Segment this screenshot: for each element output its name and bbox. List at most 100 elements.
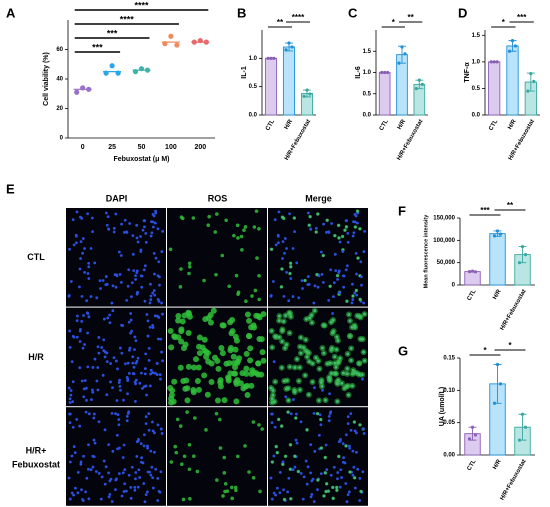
nucleus <box>68 401 72 404</box>
data-point <box>420 82 424 86</box>
nucleus <box>78 267 82 271</box>
ros-signal <box>268 327 275 334</box>
nucleus <box>138 381 142 385</box>
nucleus <box>69 393 73 397</box>
nucleus <box>327 419 331 423</box>
nucleus <box>294 412 298 416</box>
ros-signal <box>180 462 184 467</box>
nucleus <box>132 365 136 369</box>
nucleus <box>121 471 125 475</box>
nucleus <box>103 355 107 359</box>
nucleus <box>158 283 161 287</box>
nucleus <box>159 470 163 474</box>
nucleus <box>346 493 350 497</box>
ros-signal <box>316 365 323 372</box>
nucleus <box>131 361 135 365</box>
nucleus <box>68 421 72 425</box>
data-point <box>467 437 472 441</box>
nucleus <box>67 294 71 297</box>
nucleus <box>353 291 357 295</box>
nucleus <box>98 279 102 283</box>
ros-signal <box>356 256 360 260</box>
ros-signal <box>178 328 185 335</box>
column-header: Merge <box>305 193 332 203</box>
ros-signal <box>229 317 236 324</box>
bar <box>378 72 391 116</box>
ros-signal <box>324 481 329 486</box>
ros-signal <box>349 382 356 389</box>
nucleus <box>276 233 280 237</box>
nucleus <box>128 222 132 225</box>
nucleus <box>291 247 295 250</box>
nucleus <box>125 419 129 423</box>
nucleus <box>130 295 133 298</box>
ros-signal <box>286 310 293 317</box>
nucleus <box>92 416 96 420</box>
sig-label: *** <box>480 206 490 215</box>
ros-signal <box>215 478 219 482</box>
ros-signal <box>190 364 197 371</box>
ros-signal <box>280 318 287 325</box>
ros-signal <box>247 345 254 352</box>
nucleus <box>96 388 100 392</box>
ros-signal <box>236 292 240 296</box>
data-point <box>115 70 121 76</box>
ros-signal <box>333 346 340 353</box>
nucleus <box>291 295 295 298</box>
ros-signal <box>360 349 367 356</box>
ros-signal <box>227 345 234 352</box>
nucleus <box>150 231 154 235</box>
nucleus <box>118 385 122 388</box>
nucleus <box>363 229 367 233</box>
data-point <box>162 41 168 47</box>
nucleus <box>136 291 139 295</box>
nucleus <box>97 351 101 355</box>
data-point <box>495 60 499 64</box>
ros-signal <box>242 383 249 390</box>
data-point <box>266 56 270 60</box>
nucleus <box>72 243 76 247</box>
ros-signal <box>356 313 363 320</box>
ros-signal <box>352 420 357 424</box>
bar <box>489 233 506 286</box>
nucleus <box>122 231 126 234</box>
nucleus <box>349 428 353 432</box>
nucleus <box>319 250 323 254</box>
ros-signal <box>187 261 192 266</box>
ros-signal <box>227 370 234 377</box>
ros-signal <box>340 370 347 377</box>
nucleus <box>355 431 358 435</box>
nucleus <box>148 301 152 305</box>
nucleus <box>87 261 91 265</box>
cells <box>269 209 367 305</box>
ros-signal <box>168 247 173 252</box>
nucleus <box>75 210 79 214</box>
ros-signal <box>192 454 196 458</box>
nucleus <box>117 418 121 421</box>
nucleus <box>344 268 348 272</box>
ros-signal <box>187 271 191 276</box>
nucleus <box>71 334 75 338</box>
ros-signal <box>334 485 339 490</box>
nucleus <box>122 443 126 447</box>
data-point <box>492 234 497 238</box>
data-point <box>414 87 418 91</box>
nucleus <box>80 294 84 298</box>
nucleus <box>153 431 156 435</box>
ros-signal <box>232 346 239 353</box>
ros-signal <box>243 365 250 372</box>
nucleus <box>82 395 86 399</box>
ros-signal <box>190 389 197 396</box>
ros-signal <box>359 489 363 494</box>
nucleus <box>95 379 99 383</box>
nucleus <box>288 212 292 216</box>
nucleus <box>345 264 349 268</box>
ros-signal <box>351 294 355 298</box>
ros-signal <box>269 395 276 402</box>
nucleus <box>83 379 87 382</box>
nucleus <box>87 497 91 501</box>
nucleus <box>68 497 72 501</box>
sig-label: * <box>508 341 512 350</box>
data-point <box>467 270 472 274</box>
ros-signal <box>223 489 227 494</box>
